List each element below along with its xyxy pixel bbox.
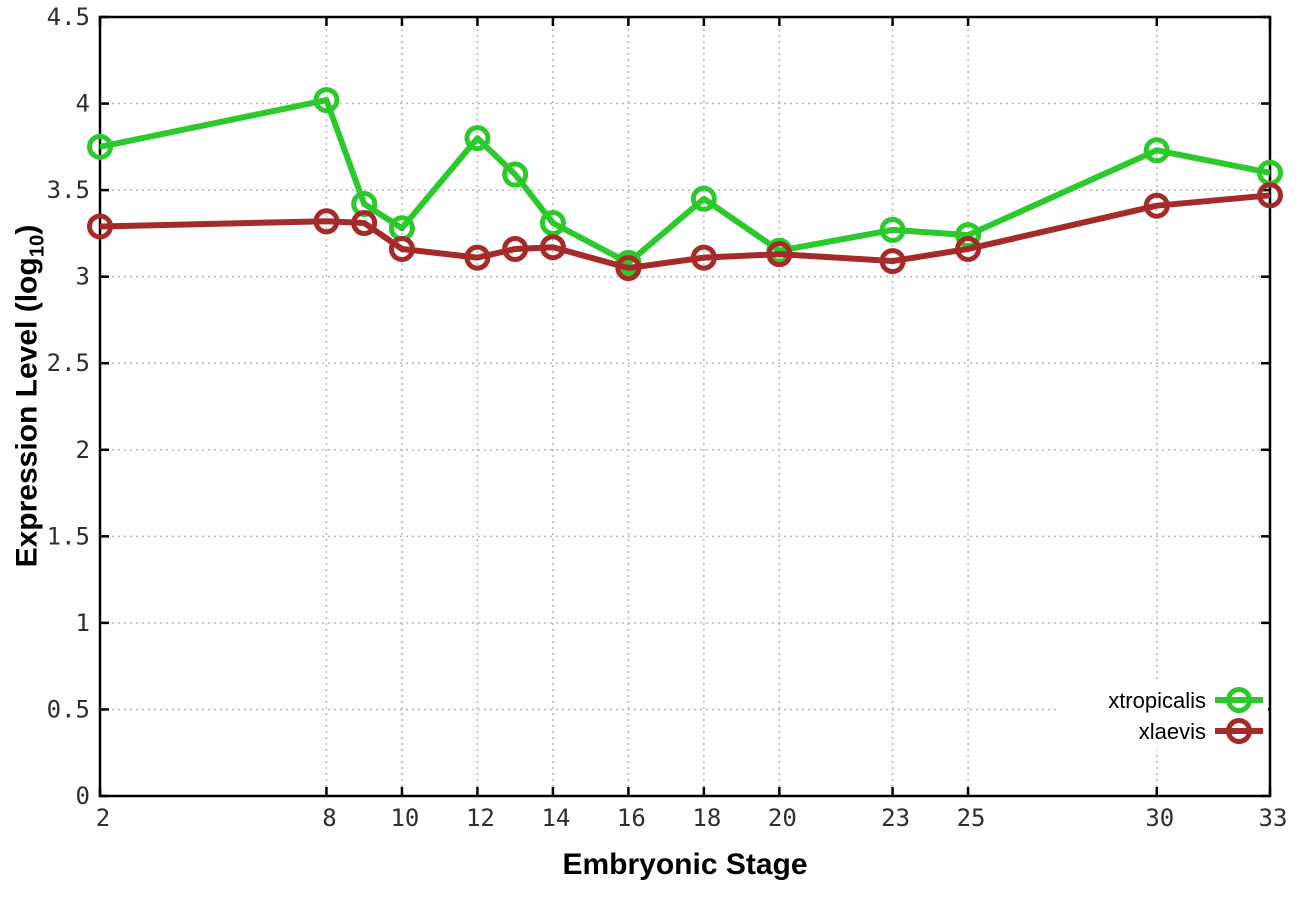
y-tick-label: 3 [76, 263, 90, 291]
legend-label: xtropicalis [1108, 688, 1206, 713]
x-tick-label: 14 [541, 804, 570, 832]
x-tick-label: 20 [768, 804, 797, 832]
data-point-marker [690, 244, 717, 271]
data-point-marker [388, 235, 415, 262]
y-axis-title-close: ) [10, 224, 44, 235]
data-point-marker [539, 234, 566, 261]
data-point-marker [87, 133, 113, 160]
y-tick-labels: 0 0.5 1 1.5 2 2.5 3 3.5 4 4.5 [47, 3, 90, 810]
data-point-marker [879, 216, 906, 243]
x-tick-label: 25 [957, 804, 986, 832]
x-tick-label: 30 [1145, 804, 1174, 832]
x-tick-label: 8 [322, 804, 336, 832]
data-point-marker [766, 241, 793, 268]
series-xlaevis [87, 182, 1283, 282]
y-axis-title: Expression Level (log10) [11, 225, 50, 568]
x-axis-title: Embryonic Stage [562, 848, 808, 881]
data-point-marker [1143, 192, 1170, 219]
y-tick-label: 1.5 [47, 522, 90, 550]
x-tick-label: 2 [96, 804, 110, 832]
x-tick-label: 16 [617, 804, 646, 832]
data-point-marker [313, 87, 340, 114]
data-point-marker [690, 185, 717, 212]
data-point-marker [1143, 137, 1170, 164]
data-point-marker [955, 235, 982, 262]
y-tick-label: 0 [76, 782, 90, 810]
data-point-marker [87, 213, 113, 240]
y-tick-label: 4 [76, 90, 90, 118]
data-point-marker [464, 125, 491, 152]
data-point-marker [313, 208, 340, 235]
data-point-marker [955, 222, 982, 249]
y-axis-title-text: Expression Level (log [10, 257, 44, 568]
y-tick-label: 0.5 [47, 695, 90, 723]
data-point-marker [351, 210, 378, 237]
y-tick-label: 1 [76, 609, 90, 637]
axis-ticks [98, 15, 1272, 798]
series-line [99, 192, 1271, 272]
x-tick-label: 23 [881, 804, 910, 832]
y-axis-title-subscript: 10 [26, 234, 49, 258]
data-point-marker [464, 244, 491, 271]
plot-border [98, 15, 1272, 798]
x-tick-label: 10 [390, 804, 419, 832]
legend-marker [1226, 687, 1252, 713]
gridlines [99, 16, 1271, 797]
y-tick-label: 2.5 [47, 349, 90, 377]
legend: xtropicalis xlaevis [1060, 680, 1268, 750]
legend-label: xlaevis [1139, 719, 1206, 744]
data-point-marker [502, 235, 529, 262]
data-point-marker [1257, 182, 1283, 209]
data-point-marker [502, 161, 529, 188]
x-tick-label: 18 [692, 804, 721, 832]
y-tick-label: 4.5 [47, 3, 90, 31]
x-tick-label: 12 [466, 804, 495, 832]
data-point-marker [615, 255, 642, 282]
legend-entry-xtropicalis: xtropicalis [1108, 687, 1263, 713]
y-tick-label: 2 [76, 436, 90, 464]
data-point-marker [879, 248, 906, 275]
data-point-marker [539, 210, 566, 237]
y-tick-label: 3.5 [47, 176, 90, 204]
legend-marker [1226, 718, 1252, 744]
series-xtropicalis [87, 87, 1283, 276]
legend-entry-xlaevis: xlaevis [1139, 718, 1263, 744]
series-line [99, 97, 1271, 266]
x-tick-labels: 2 8 10 12 14 16 18 20 23 25 30 33 [96, 804, 1288, 832]
x-tick-label: 33 [1259, 804, 1288, 832]
